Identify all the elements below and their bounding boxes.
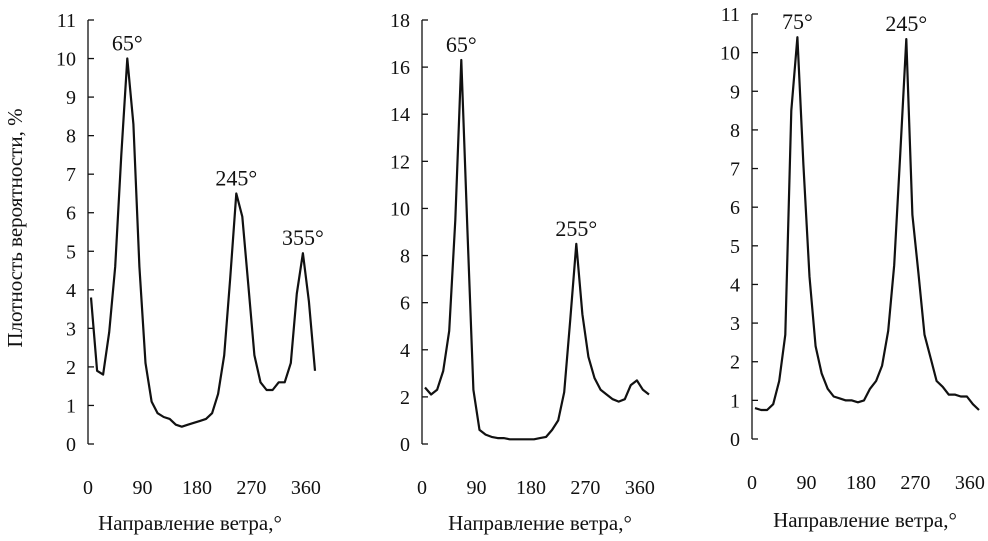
y-axis-label: Плотность вероятности, % — [3, 108, 27, 347]
chart-0-y-tick-label: 11 — [57, 10, 76, 32]
chart-1-x-tick-label: 270 — [570, 477, 600, 499]
chart-0-x-tick-label: 270 — [236, 477, 266, 499]
chart-0-x-tick-label: 360 — [291, 477, 321, 499]
chart-2-y-tick-label: 10 — [720, 43, 740, 65]
chart-2-y-tick-label: 1 — [730, 390, 740, 412]
chart-1-y-tick-label: 0 — [400, 434, 410, 456]
chart-0-y-tick-label: 6 — [66, 203, 76, 225]
chart-2-y-tick-label: 6 — [730, 197, 740, 219]
chart-1-y-tick-label: 2 — [400, 387, 410, 409]
chart-1-x-tick-label: 360 — [625, 477, 655, 499]
chart-2-y-tick-label: 8 — [730, 120, 740, 142]
chart-0-x-tick-label: 0 — [83, 477, 93, 499]
chart-0-x-tick-label: 180 — [182, 477, 212, 499]
chart-2-x-tick-label: 180 — [846, 472, 876, 494]
chart-1-peak-annotation: 65° — [446, 32, 477, 57]
chart-2-y-tick-label: 7 — [730, 159, 740, 181]
chart-1-y-tick-label: 18 — [390, 10, 410, 32]
chart-2-y-tick-label: 3 — [730, 313, 740, 335]
chart-1-x-tick-label: 90 — [466, 477, 486, 499]
chart-1-x-tick-label: 180 — [516, 477, 546, 499]
chart-1-x-tick-label: 0 — [417, 477, 427, 499]
chart-0-y-tick-label: 5 — [66, 241, 76, 263]
chart-1-y-tick-label: 12 — [390, 151, 410, 173]
chart-0-y-tick-label: 7 — [66, 164, 76, 186]
chart-2-y-tick-label: 5 — [730, 236, 740, 258]
chart-1-y-tick-label: 10 — [390, 198, 410, 220]
chart-2-y-tick-label: 9 — [730, 81, 740, 103]
chart-0-y-tick-label: 3 — [66, 318, 76, 340]
chart-1-series-line — [424, 58, 650, 441]
chart-0-peak-annotation: 65° — [112, 31, 143, 56]
chart-1-y-tick-label: 6 — [400, 293, 410, 315]
chart-1-y-tick-label: 14 — [390, 104, 410, 126]
chart-2-y-tick-label: 11 — [721, 4, 740, 26]
chart-0-y-tick-label: 2 — [66, 357, 76, 379]
chart-0-x-tick-label: 90 — [132, 477, 152, 499]
chart-2-peak-annotation: 75° — [782, 9, 813, 34]
chart-2-x-axis-label: Направление ветра,° — [773, 508, 957, 532]
chart-2-y-tick-label: 0 — [730, 429, 740, 451]
chart-0-y-tick-label: 8 — [66, 126, 76, 148]
chart-2-y-tick-label: 2 — [730, 352, 740, 374]
chart-2-peak-annotation: 245° — [885, 11, 927, 36]
chart-2-series-line — [754, 36, 980, 412]
chart-2-y-tick-label: 4 — [730, 274, 740, 296]
chart-2-x-tick-label: 270 — [900, 472, 930, 494]
chart-0-y-tick-label: 0 — [66, 434, 76, 456]
chart-1-y-tick-label: 4 — [400, 340, 410, 362]
chart-2-x-tick-label: 0 — [747, 472, 757, 494]
chart-1-peak-annotation: 255° — [555, 216, 597, 241]
chart-1-y-tick-label: 8 — [400, 246, 410, 268]
chart-0-y-tick-label: 4 — [66, 280, 76, 302]
chart-0-peak-annotation: 355° — [282, 225, 324, 250]
chart-1-x-axis-label: Направление ветра,° — [448, 511, 632, 535]
chart-0-y-tick-label: 1 — [66, 395, 76, 417]
chart-2-x-tick-label: 360 — [955, 472, 985, 494]
chart-0-series-line — [89, 57, 317, 428]
chart-0-x-axis-label: Направление ветра,° — [98, 511, 282, 535]
chart-2-x-tick-label: 90 — [796, 472, 816, 494]
chart-0-y-tick-label: 10 — [56, 49, 76, 71]
chart-0-peak-annotation: 245° — [215, 165, 257, 190]
chart-1-y-tick-label: 16 — [390, 57, 410, 79]
chart-0-y-tick-label: 9 — [66, 87, 76, 109]
